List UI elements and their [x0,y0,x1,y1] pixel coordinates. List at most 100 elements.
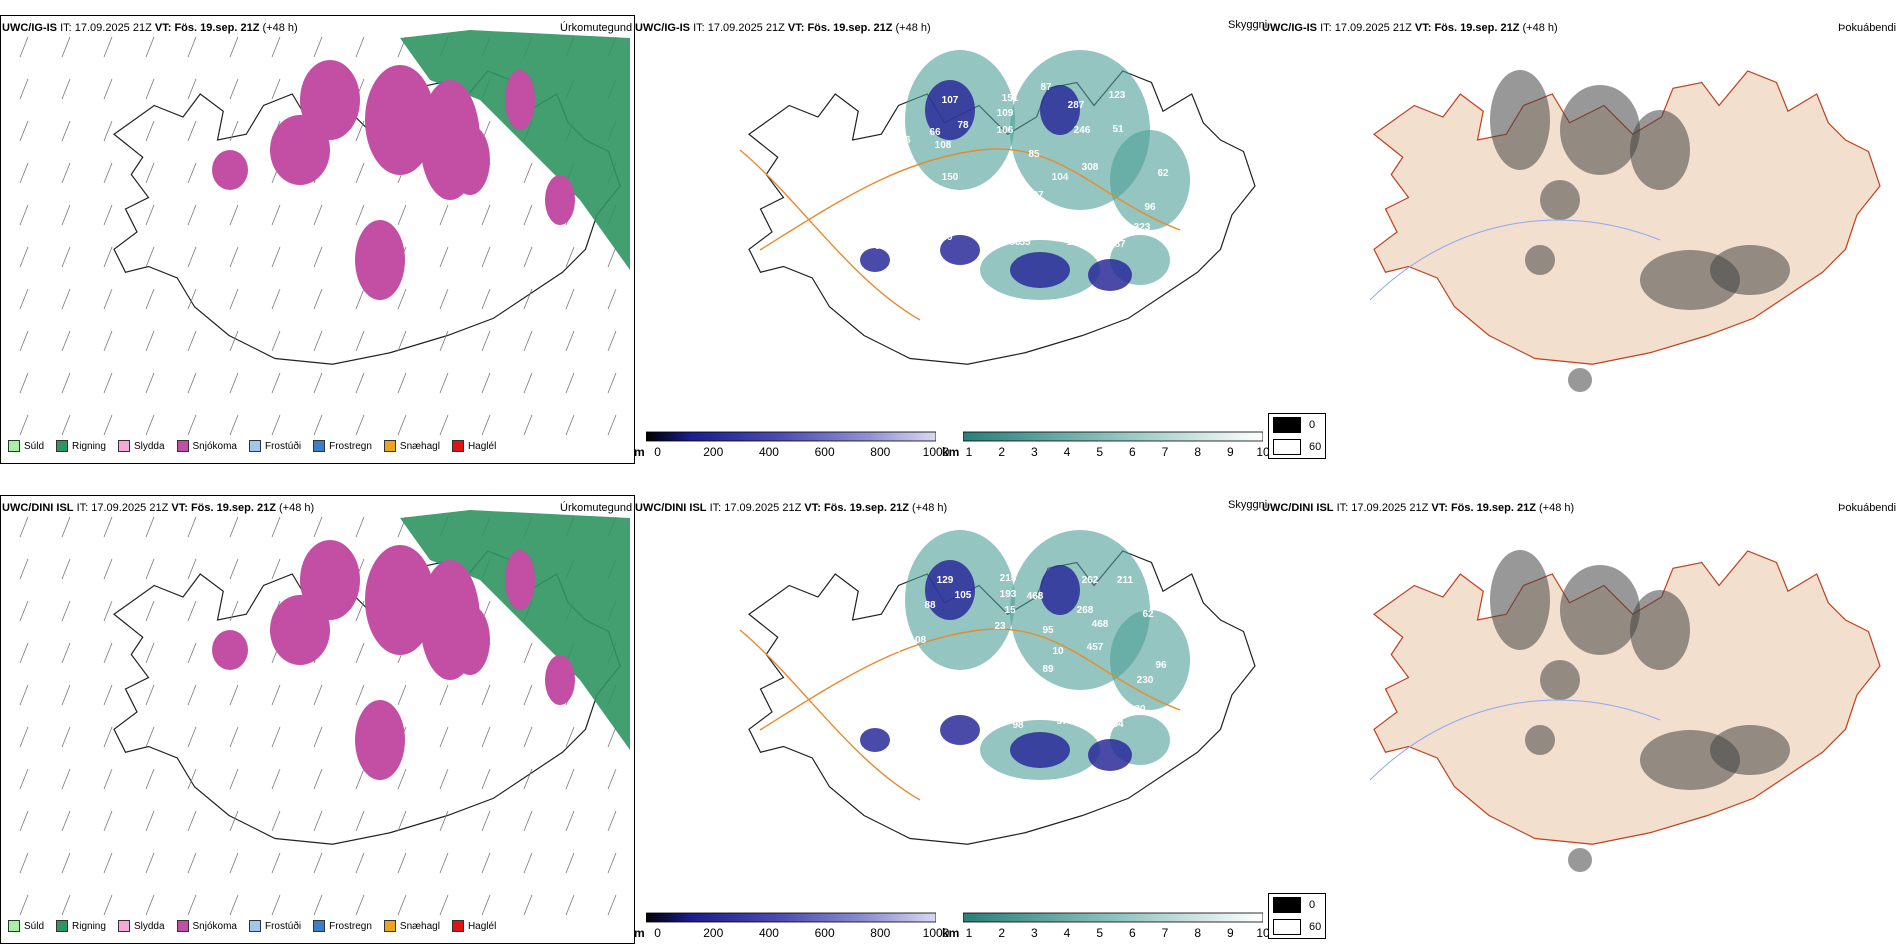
cloud-base-label: 323 [1134,222,1151,233]
it-label: IT: [76,502,89,514]
vis-colorbar-gradient [963,912,1263,923]
wind-barb [145,558,155,580]
wind-barb [439,414,449,436]
cloud-base-area [925,560,975,620]
wind-barb [187,288,197,310]
precip-legend-label: Frostregn [329,920,372,932]
wind-barb [103,600,113,622]
height-colorbar-gradient [646,431,936,442]
vis-colorbar-bottom: 1 2 3 4 5 6 7 8 9 10 [963,912,1270,942]
vt-value: Fös. 19.sep. 21Z [174,22,260,34]
wind-barb [103,558,113,580]
precip-swatch [383,920,396,932]
wind-barb [103,204,113,226]
wind-barb [145,162,155,184]
precip-title-top: Úrkomutegund [560,22,633,34]
it-value: 17.09.2025 21Z [1351,502,1429,514]
model-name: UWC/IG-IS [2,22,57,34]
wind-barb [313,204,323,226]
fog-legend-label: 0 [1309,419,1316,431]
colorbar-tick-label: 800 [870,445,891,459]
colorbar-tick-label: 9 [1226,926,1234,940]
wind-barb [187,852,197,874]
fog-title-top: Þokuábendi [1838,22,1897,34]
precip-legend-label: Rigning [72,440,106,452]
wind-barb [397,684,407,706]
cloud-base-label: 268 [1077,605,1094,616]
header-top-left: UWC/IG-IS IT: 17.09.2025 21Z VT: Fös. 19… [2,22,298,34]
cloud-base-area [1010,732,1070,768]
river-line [1369,219,1661,301]
fog-index-area [1490,550,1550,650]
cloud-base-label: 66 [929,127,941,138]
wind-barb [145,852,155,874]
wind-barb [145,414,155,436]
wind-barb [271,246,281,268]
precip-legend-label: Haglél [467,920,497,932]
colorbar-tick-label: 3 [1030,445,1038,459]
precip-legend-label: Frostregn [329,440,372,452]
cloud-base-label: 30 [1134,704,1146,715]
precip-legend-label: Frostúði [264,920,302,932]
it-label: IT: [1336,502,1349,514]
cloud-base-label: 107 [942,95,959,106]
fog-legend-top: 0 60 [1268,413,1327,459]
wind-barb [145,78,155,100]
precip-swatch [383,440,396,452]
wind-barb [523,414,533,436]
wind-barb [229,558,239,580]
precip-legend-item: Slydda [117,440,165,452]
colorbar-tick-label: 6 [1128,445,1136,459]
cloud-base-label: 106 [997,125,1014,136]
wind-barb [229,600,239,622]
wind-barb [229,330,239,352]
wind-barb [103,36,113,58]
precip-swatch [313,920,326,932]
wind-barb [271,288,281,310]
precip-legend-label: Slydda [133,920,165,932]
wind-barb [229,78,239,100]
precip-panel-bottom [0,495,635,944]
wind-barb [19,414,29,436]
wind-barb [523,330,533,352]
colorbar-tick-label: 1 [965,926,973,940]
header-bottom-left: UWC/DINI ISL IT: 17.09.2025 21Z VT: Fös.… [2,502,314,514]
fog-index-area [1540,180,1580,220]
wind-barb [145,726,155,748]
fog-index-area [1540,660,1580,700]
wind-barb [439,726,449,748]
colorbar-tick-label: 400 [758,445,779,459]
wind-barb [523,162,533,184]
cloud-base-label: 105 [955,590,972,601]
snow-area [365,545,435,655]
wind-barb [145,372,155,394]
wind-barb [103,288,113,310]
cloud-base-area [860,248,890,272]
it-label: IT: [693,22,705,34]
snow-area [270,595,330,665]
wind-barb [523,684,533,706]
precip-swatch [8,440,20,452]
wind-barb [355,120,365,142]
colorbar-tick-label: 0 [654,445,661,459]
precip-legend-item: Frostregn [313,440,372,452]
wind-barb [61,414,71,436]
fog-index-area [1630,590,1690,670]
model-name: UWC/DINI ISL [1262,502,1334,514]
wind-barb [313,372,323,394]
wind-barb [19,600,29,622]
cloud-base-label: 468 [1092,619,1109,630]
wind-barb [271,372,281,394]
colorbar-tick-label: 0 [654,926,661,940]
wind-barb [103,78,113,100]
colorbar-tick-label: 6 [1128,926,1136,940]
snow-area [365,65,435,175]
wind-barb [397,330,407,352]
wind-barb [19,78,29,100]
wind-barb [565,894,575,916]
cloud-base-label: 123 [1109,90,1126,101]
wind-barb [565,372,575,394]
cloud-base-label: 444 [1022,690,1039,701]
cloud-base-label: 108 [935,140,952,151]
cloud-base-label: 457 [1087,642,1104,653]
